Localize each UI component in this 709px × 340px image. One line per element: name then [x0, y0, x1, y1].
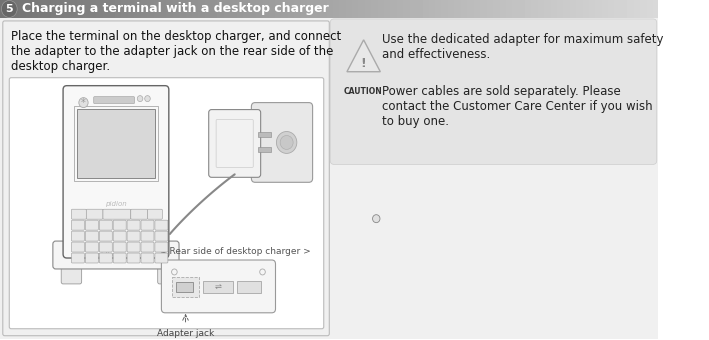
FancyBboxPatch shape: [141, 253, 154, 263]
FancyBboxPatch shape: [99, 231, 112, 241]
FancyBboxPatch shape: [99, 253, 112, 263]
FancyBboxPatch shape: [172, 277, 199, 297]
FancyBboxPatch shape: [94, 97, 135, 104]
FancyBboxPatch shape: [61, 262, 82, 284]
FancyBboxPatch shape: [72, 220, 84, 230]
FancyBboxPatch shape: [0, 18, 658, 339]
Circle shape: [277, 132, 297, 153]
FancyBboxPatch shape: [162, 260, 276, 313]
FancyBboxPatch shape: [85, 253, 99, 263]
FancyBboxPatch shape: [9, 78, 324, 329]
Circle shape: [280, 135, 293, 149]
Bar: [258, 148, 271, 152]
FancyBboxPatch shape: [157, 262, 178, 284]
Text: Place the terminal on the desktop charger, and connect
the adapter to the adapte: Place the terminal on the desktop charge…: [11, 30, 341, 73]
FancyBboxPatch shape: [113, 253, 126, 263]
Text: Power cables are sold separately. Please
contact the Customer Care Center if you: Power cables are sold separately. Please…: [382, 85, 653, 128]
Polygon shape: [348, 42, 380, 72]
FancyBboxPatch shape: [141, 231, 154, 241]
FancyBboxPatch shape: [103, 209, 130, 219]
FancyBboxPatch shape: [208, 109, 261, 177]
FancyBboxPatch shape: [252, 103, 313, 182]
FancyBboxPatch shape: [72, 231, 84, 241]
FancyBboxPatch shape: [113, 231, 126, 241]
FancyBboxPatch shape: [113, 242, 126, 252]
FancyBboxPatch shape: [330, 19, 657, 164]
Text: ⇌: ⇌: [215, 283, 221, 291]
FancyBboxPatch shape: [113, 220, 126, 230]
Text: 5: 5: [6, 4, 13, 14]
FancyBboxPatch shape: [155, 231, 168, 241]
Text: < Rear side of desktop charger >: < Rear side of desktop charger >: [160, 247, 311, 256]
FancyBboxPatch shape: [72, 253, 84, 263]
Text: pidion: pidion: [96, 252, 118, 258]
FancyBboxPatch shape: [85, 220, 99, 230]
Circle shape: [138, 96, 143, 102]
Circle shape: [160, 252, 166, 258]
FancyBboxPatch shape: [86, 209, 103, 219]
FancyBboxPatch shape: [127, 220, 140, 230]
Text: Adapter jack: Adapter jack: [157, 329, 214, 338]
Circle shape: [1, 0, 17, 17]
Bar: [258, 133, 271, 137]
Text: pidion: pidion: [105, 201, 127, 207]
Circle shape: [79, 98, 88, 107]
FancyBboxPatch shape: [63, 86, 169, 258]
Circle shape: [372, 215, 380, 223]
FancyBboxPatch shape: [99, 220, 112, 230]
FancyBboxPatch shape: [72, 242, 84, 252]
FancyBboxPatch shape: [127, 253, 140, 263]
Text: CAUTION: CAUTION: [343, 87, 382, 96]
FancyBboxPatch shape: [203, 281, 233, 293]
FancyBboxPatch shape: [177, 282, 193, 292]
Text: !: !: [361, 57, 367, 70]
Circle shape: [145, 96, 150, 102]
FancyBboxPatch shape: [53, 241, 179, 269]
FancyBboxPatch shape: [237, 281, 261, 293]
Polygon shape: [347, 40, 380, 72]
FancyBboxPatch shape: [141, 242, 154, 252]
FancyBboxPatch shape: [130, 209, 147, 219]
FancyBboxPatch shape: [72, 209, 86, 219]
FancyBboxPatch shape: [141, 220, 154, 230]
FancyBboxPatch shape: [155, 253, 168, 263]
Text: Use the dedicated adapter for maximum safety
and effectiveness.: Use the dedicated adapter for maximum sa…: [382, 33, 664, 61]
FancyBboxPatch shape: [85, 242, 99, 252]
FancyBboxPatch shape: [77, 108, 155, 178]
FancyBboxPatch shape: [127, 242, 140, 252]
FancyBboxPatch shape: [3, 21, 329, 336]
Text: Charging a terminal with a desktop charger: Charging a terminal with a desktop charg…: [22, 2, 329, 15]
FancyBboxPatch shape: [155, 242, 168, 252]
FancyBboxPatch shape: [147, 209, 162, 219]
FancyBboxPatch shape: [127, 231, 140, 241]
FancyBboxPatch shape: [155, 220, 168, 230]
FancyBboxPatch shape: [85, 231, 99, 241]
Text: *: *: [81, 98, 86, 107]
FancyBboxPatch shape: [99, 242, 112, 252]
